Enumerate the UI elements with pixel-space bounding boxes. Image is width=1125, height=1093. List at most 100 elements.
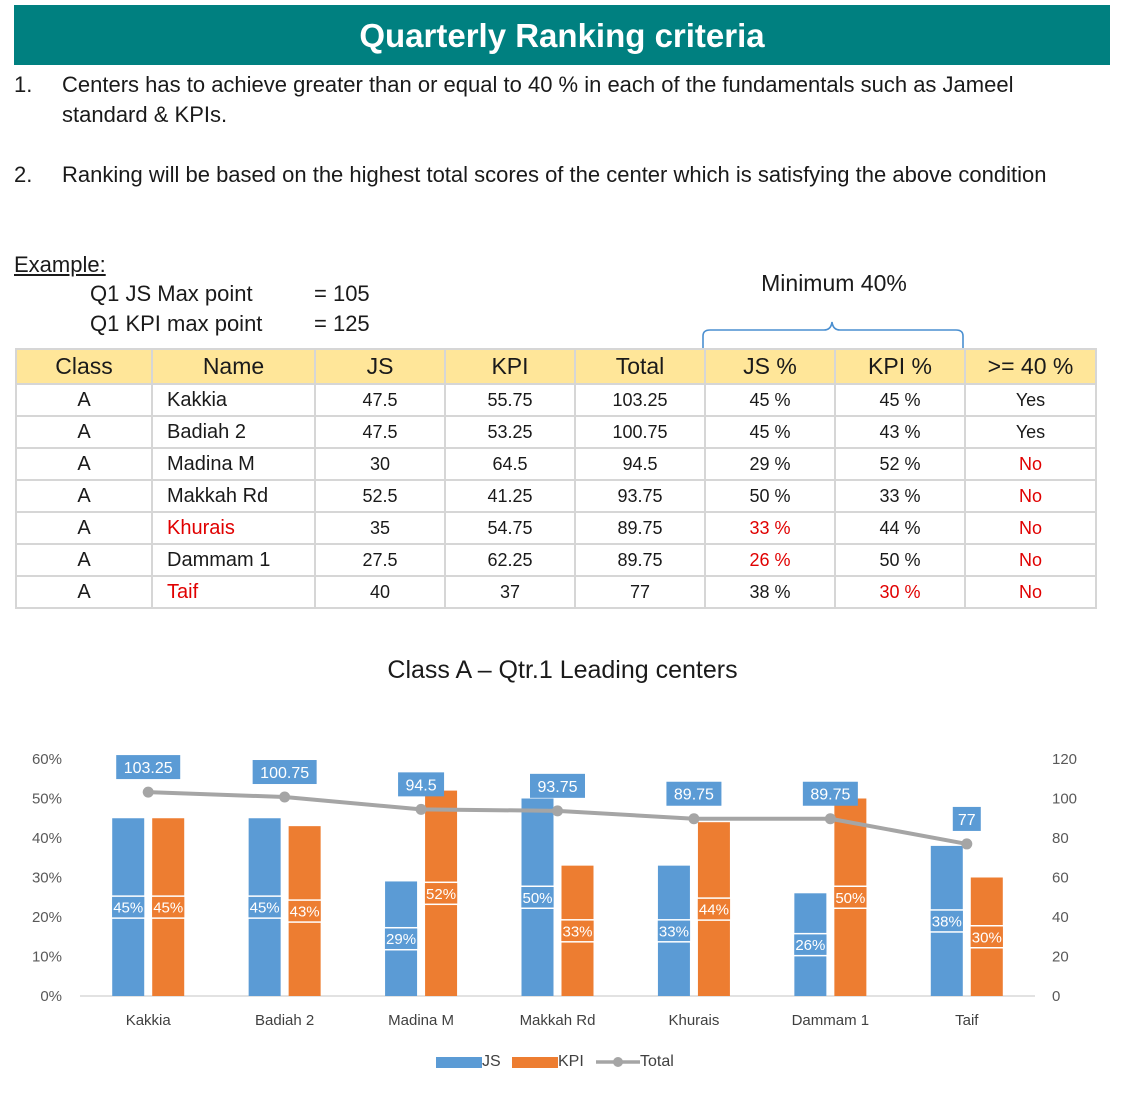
data-label-kpi-box: [423, 881, 459, 906]
col-header-kpi: KPI: [444, 348, 576, 385]
cell-class: A: [15, 511, 153, 545]
point-total: [824, 813, 836, 825]
y-tick-label: 0%: [40, 988, 62, 1005]
data-label-js: 26%: [795, 937, 825, 954]
cell-total: 89.75: [574, 511, 706, 545]
x-tick-label: Taif: [955, 1012, 979, 1029]
data-label-total: 94.5: [406, 777, 437, 794]
cell-kpi: 41.25: [444, 479, 576, 513]
cell-js: 30: [314, 447, 446, 481]
data-label-js: 45%: [113, 900, 143, 917]
data-label-total: 93.75: [537, 779, 577, 796]
data-label-js-box: [929, 909, 965, 933]
cell-name: Taif: [151, 575, 316, 609]
cell-kpi: 55.75: [444, 383, 576, 417]
table-row: A Kakkia 47.5 55.75 103.25 45 % 45 % Yes: [15, 383, 1097, 417]
cell-class: A: [15, 447, 153, 481]
minimum-brace: [702, 321, 964, 348]
data-label-total-box: [252, 760, 317, 785]
data-label-js-box: [383, 926, 419, 951]
cell-kpi-percent: 33 %: [834, 479, 966, 513]
data-label-total: 103.25: [124, 760, 173, 777]
col-header-name: Name: [151, 348, 316, 385]
table-row: A Khurais 35 54.75 89.75 33 % 44 % No: [15, 511, 1097, 545]
cell-js: 35: [314, 511, 446, 545]
y2-tick-label: 100: [1052, 791, 1077, 808]
data-label-total-box: [398, 772, 445, 797]
point-total: [415, 803, 427, 815]
cell-kpi-percent: 50 %: [834, 543, 966, 577]
cell-kpi: 64.5: [444, 447, 576, 481]
example-label: Example:: [14, 252, 106, 277]
cell-total: 93.75: [574, 479, 706, 513]
rule-number: 2.: [14, 162, 33, 187]
data-label-total-box: [116, 755, 181, 780]
table-row: A Badiah 2 47.5 53.25 100.75 45 % 43 % Yes: [15, 415, 1097, 449]
data-label-total-box: [952, 806, 981, 831]
y2-tick-label: 40: [1052, 909, 1069, 926]
legend-label: JS: [482, 1053, 501, 1070]
cell-total: 100.75: [574, 415, 706, 449]
cell-pass: Yes: [964, 415, 1097, 449]
point-total: [142, 786, 154, 798]
y2-tick-label: 60: [1052, 870, 1069, 887]
cell-pass: Yes: [964, 383, 1097, 417]
data-label-total: 89.75: [810, 787, 850, 804]
data-label-kpi-box: [559, 919, 596, 943]
title-banner: Quarterly Ranking criteria: [14, 5, 1110, 65]
cell-js-percent: 45 %: [704, 383, 836, 417]
data-label-js-box: [246, 895, 283, 919]
data-label-js: 50%: [522, 890, 552, 907]
y-tick-label: 50%: [32, 791, 62, 808]
point-total: [552, 805, 563, 817]
y-tick-label: 40%: [32, 830, 62, 847]
cell-js: 47.5: [314, 383, 446, 417]
cell-js: 47.5: [314, 415, 446, 449]
ranking-table: Class Name JS KPI Total JS % KPI % >= 40…: [15, 348, 1097, 609]
data-label-js: 29%: [386, 931, 416, 948]
cell-pass: No: [964, 447, 1097, 481]
cell-js: 40: [314, 575, 446, 609]
rule-text: Ranking will be based on the highest tot…: [62, 162, 1047, 187]
x-tick-label: Badiah 2: [255, 1012, 314, 1029]
example-value: = 105: [314, 281, 370, 306]
cell-kpi: 53.25: [444, 415, 576, 449]
cell-pass: No: [964, 511, 1097, 545]
cell-js-percent: 38 %: [704, 575, 836, 609]
y-tick-label: 10%: [32, 949, 62, 966]
data-label-kpi: 45%: [153, 900, 183, 917]
data-label-kpi-box: [969, 925, 1005, 949]
cell-pass: No: [964, 479, 1097, 513]
legend-swatch-js: [436, 1057, 482, 1068]
cell-name: Madina M: [151, 447, 316, 481]
cell-class: A: [15, 543, 153, 577]
data-label-js-box: [519, 885, 556, 909]
data-label-kpi: 43%: [290, 904, 320, 921]
x-tick-label: Kakkia: [126, 1012, 172, 1029]
cell-kpi: 37: [444, 575, 576, 609]
point-total: [961, 838, 973, 850]
cell-name: Dammam 1: [151, 543, 316, 577]
data-label-kpi: 50%: [835, 890, 865, 907]
y-tick-label: 60%: [32, 751, 62, 768]
cell-kpi-percent: 52 %: [834, 447, 966, 481]
cell-kpi-percent: 43 %: [834, 415, 966, 449]
table-row: A Dammam 1 27.5 62.25 89.75 26 % 50 % No: [15, 543, 1097, 577]
data-label-js: 45%: [250, 900, 280, 917]
y2-tick-label: 20: [1052, 949, 1069, 966]
table-row: A Makkah Rd 52.5 41.25 93.75 50 % 33 % No: [15, 479, 1097, 513]
chart-title: Class A – Qtr.1 Leading centers: [387, 656, 738, 684]
data-label-js-box: [656, 919, 692, 943]
cell-kpi-percent: 30 %: [834, 575, 966, 609]
cell-js: 52.5: [314, 479, 446, 513]
data-label-total: 100.75: [260, 765, 309, 782]
point-total: [279, 791, 291, 803]
cell-pass: No: [964, 575, 1097, 609]
chart-plot: 0% 10% 20% 30% 40% 50% 60% 0 20 40 60 80 100 120 Kakki…: [32, 751, 1077, 1029]
y2-tick-label: 80: [1052, 830, 1069, 847]
cell-total: 77: [574, 575, 706, 609]
example-key: Q1 KPI max point: [90, 311, 263, 336]
cell-name: Makkah Rd: [151, 479, 316, 513]
data-label-total-box: [666, 781, 722, 806]
col-header-js: JS: [314, 348, 446, 385]
